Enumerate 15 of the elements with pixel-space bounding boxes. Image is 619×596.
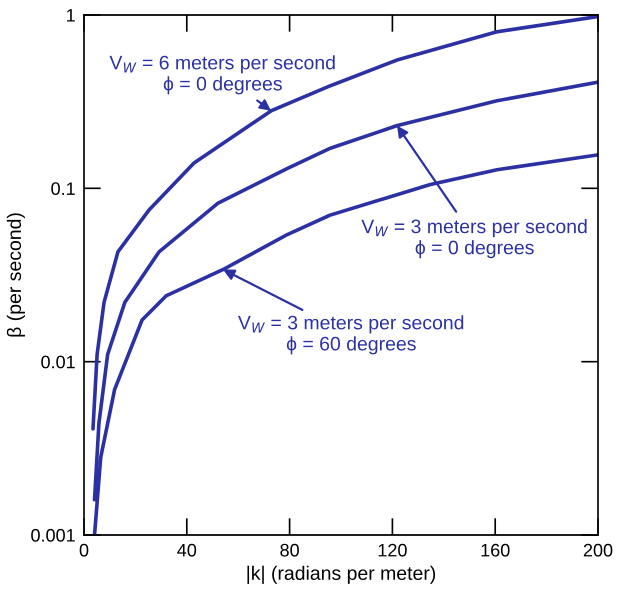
x-tick-label: 200	[584, 544, 612, 557]
x-tick-label: 40	[177, 544, 196, 557]
y-tick-label: 0.01	[41, 356, 75, 368]
x-tick-label: 80	[280, 544, 299, 557]
y-tick-label: 0.1	[51, 182, 75, 196]
y-tick-label: 0.001	[31, 528, 75, 542]
x-axis-title: |k| (radians per meter)	[247, 566, 436, 584]
x-tick-label: 120	[378, 544, 407, 557]
annotation: V$_{W}$ = 3 meters per second ϕ = 60 degrees	[238, 315, 464, 354]
y-axis-title: β (per second)	[6, 213, 25, 337]
y-tick-label: 1	[67, 9, 75, 22]
annotation: V$_{W}$ = 6 meters per second ϕ = 0 degrees	[110, 55, 335, 94]
annotation: V$_{W}$ = 3 meters per second ϕ = 0 degrees	[361, 218, 587, 258]
x-tick-label: 0	[80, 544, 88, 557]
x-tick-label: 160	[482, 544, 510, 557]
